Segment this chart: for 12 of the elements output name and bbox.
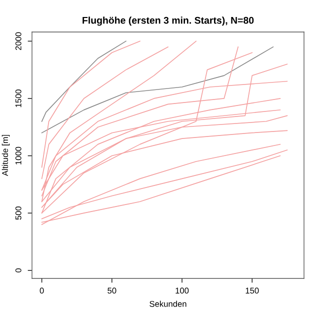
y-tick-label: 2000	[15, 32, 22, 50]
chart-title: Flughöhe (ersten 3 min. Starts), N=80	[82, 16, 254, 26]
x-tick-label: 50	[108, 288, 116, 294]
y-tick-label: 500	[15, 206, 22, 220]
y-tick-label: 1500	[15, 90, 22, 108]
y-tick-label: 0	[15, 268, 22, 272]
x-tick-label: 0	[40, 288, 44, 294]
x-axis-title: Sekunden	[150, 300, 186, 307]
x-tick-label: 150	[246, 288, 259, 294]
y-axis-title: Altitude [m]	[2, 134, 10, 176]
x-tick-label: 100	[176, 288, 189, 294]
y-tick-label: 1000	[15, 146, 22, 164]
